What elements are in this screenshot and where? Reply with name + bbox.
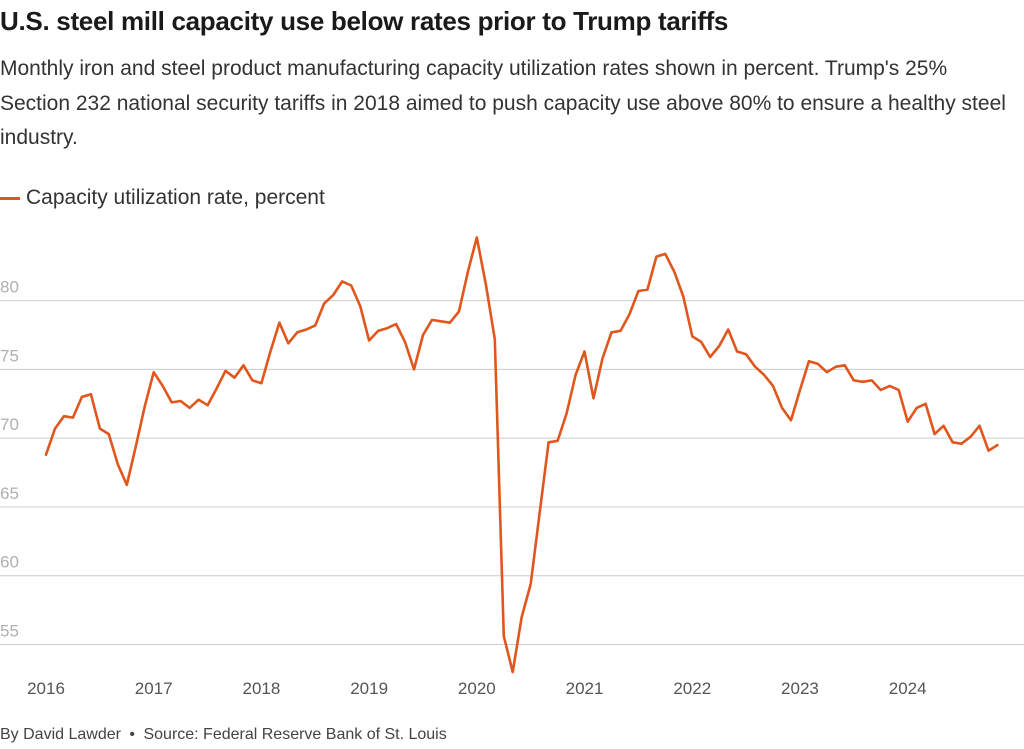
- x-tick-label-2022: 2022: [673, 679, 711, 698]
- x-tick-label-2020: 2020: [458, 679, 496, 698]
- y-tick-label-65: 65: [0, 484, 19, 503]
- x-tick-label-2023: 2023: [781, 679, 819, 698]
- y-tick-label-75: 75: [0, 346, 19, 365]
- series-line-0: [44, 236, 999, 674]
- source-credit: Source: Federal Reserve Bank of St. Loui…: [143, 726, 447, 743]
- y-tick-label-55: 55: [0, 621, 19, 640]
- y-tick-label-70: 70: [0, 415, 19, 434]
- legend-label: Capacity utilization rate, percent: [26, 186, 325, 209]
- y-tick-label-60: 60: [0, 553, 19, 572]
- x-tick-label-2024: 2024: [889, 679, 927, 698]
- chart-title: U.S. steel mill capacity use below rates…: [0, 6, 729, 36]
- y-tick-label-80: 80: [0, 278, 19, 297]
- footer-separator: •: [129, 726, 136, 743]
- chart-subtitle: Monthly iron and steel product manufactu…: [0, 57, 1006, 149]
- x-tick-label-2018: 2018: [243, 679, 281, 698]
- author-credit: By David Lawder: [0, 726, 121, 743]
- legend-swatch: [0, 196, 20, 200]
- x-tick-label-2019: 2019: [350, 679, 388, 698]
- x-tick-label-2021: 2021: [566, 679, 604, 698]
- x-tick-label-2017: 2017: [135, 679, 173, 698]
- legend: Capacity utilization rate, percent: [0, 184, 325, 212]
- x-tick-label-2016: 2016: [27, 679, 65, 698]
- footer: By David Lawder • Source: Federal Reserv…: [0, 726, 447, 744]
